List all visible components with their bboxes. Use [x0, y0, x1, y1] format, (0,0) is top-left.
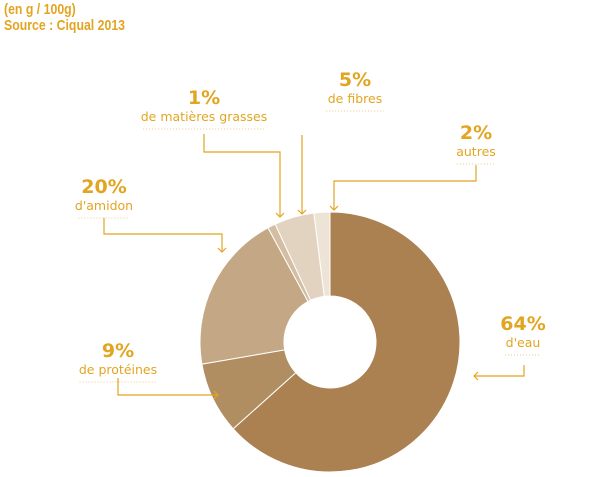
slice-autres — [313, 211, 331, 297]
donut-callouts: 64%d'eau 9%de protéines 20%d'amidon 1%de ma… — [75, 69, 546, 400]
desc-label-eau: d'eau — [506, 335, 541, 350]
connector-proteines — [117, 378, 218, 396]
pct-label-fibres: 5% — [339, 69, 371, 91]
connector-eau — [474, 365, 525, 377]
desc-label-proteines: de protéines — [79, 362, 157, 377]
connector-autres — [333, 165, 477, 210]
connector-matieres-grasses — [203, 134, 281, 217]
arrow-icon — [473, 371, 479, 381]
desc-label-autres: autres — [456, 144, 496, 159]
arrow-icon — [329, 205, 339, 211]
pct-label-amidon: 20% — [81, 176, 126, 198]
slice-eau — [232, 211, 461, 473]
donut-slices — [199, 211, 461, 473]
slice-amidon — [199, 227, 309, 365]
arrow-icon — [217, 247, 227, 253]
desc-label-amidon: d'amidon — [75, 198, 133, 213]
source-note: Source : Ciqual 2013 — [4, 17, 126, 34]
pct-label-autres: 2% — [460, 122, 492, 144]
desc-label-matieres-grasses: de matières grasses — [141, 109, 268, 124]
connector-amidon — [103, 218, 223, 252]
pct-label-proteines: 9% — [102, 340, 134, 362]
arrow-icon — [297, 209, 307, 215]
pct-label-matieres-grasses: 1% — [188, 87, 220, 109]
unit-note: (en g / 100g) — [4, 1, 76, 18]
arrow-icon — [275, 212, 285, 218]
arrow-icon — [213, 390, 219, 400]
desc-label-fibres: de fibres — [328, 91, 382, 106]
pct-label-eau: 64% — [500, 313, 545, 335]
chart-header: (en g / 100g) Source : Ciqual 2013 — [4, 2, 125, 34]
